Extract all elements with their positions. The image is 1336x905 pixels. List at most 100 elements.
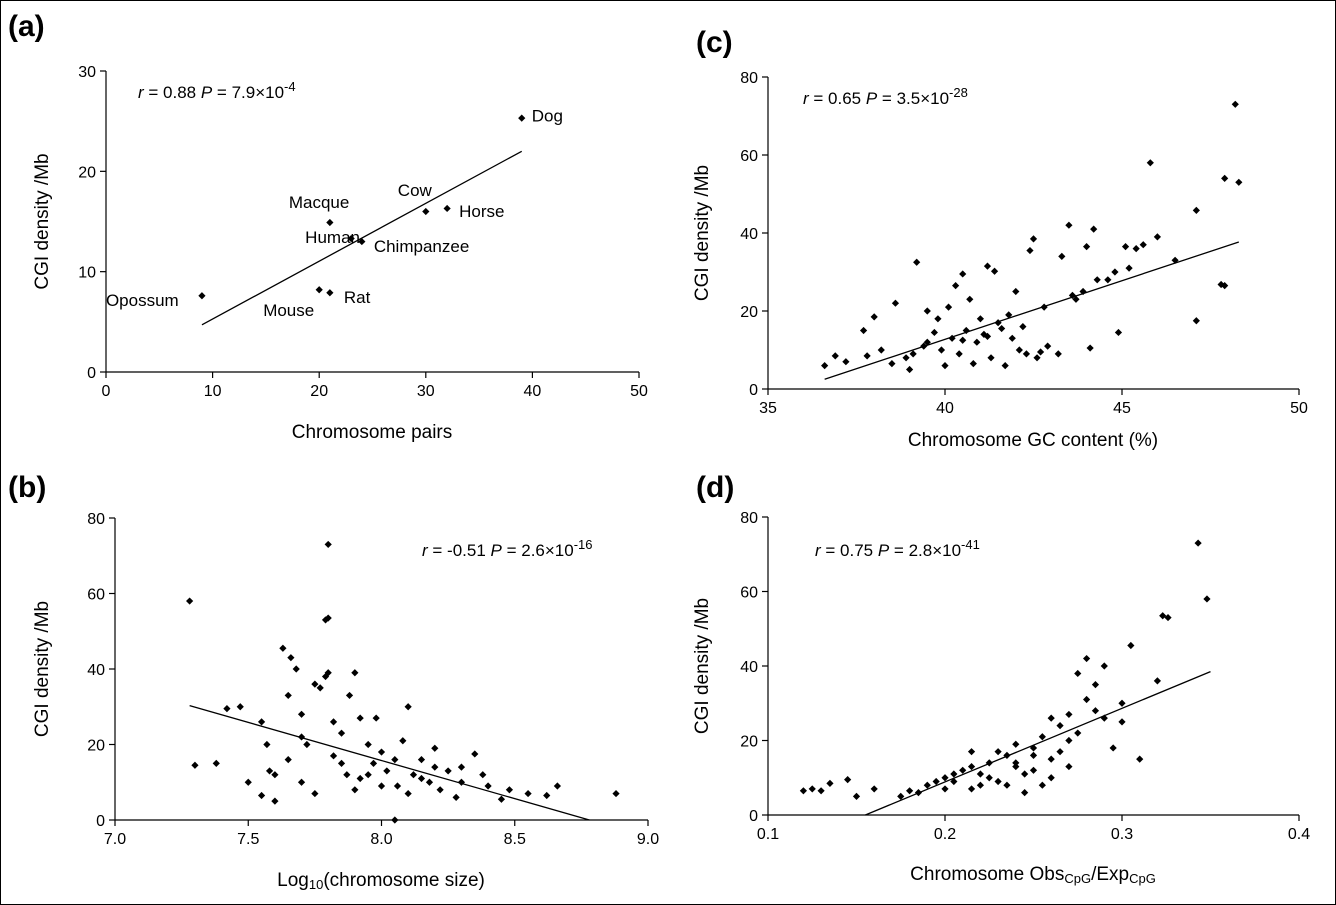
point [284,756,292,764]
annotation-part: r [803,89,810,108]
point-label: Horse [459,202,504,221]
point [902,354,910,362]
point [425,778,434,786]
x-tick-label: 20 [310,383,328,400]
point [973,338,981,346]
point [1029,766,1038,774]
point [941,774,949,782]
point [321,672,330,681]
point [391,816,399,824]
point [980,330,988,338]
point [817,787,825,795]
x-tick-label: 0.1 [757,826,779,843]
point [364,740,372,749]
point [914,789,923,797]
point [983,262,992,270]
y-tick-label: 0 [96,813,105,830]
point [1038,733,1046,741]
annotation-part: r [815,541,822,560]
point [518,114,526,122]
point [337,729,346,737]
point [292,665,300,673]
point [1065,762,1073,771]
point [998,324,1006,333]
point [1111,268,1119,276]
label-part: Chromosome pairs [292,422,453,443]
point [1054,350,1062,358]
point [1012,740,1020,748]
point [347,234,355,243]
point [934,315,942,323]
point [966,295,974,303]
point [287,654,295,662]
annotation: r = 0.65 P = 3.5×10-28 [803,85,968,109]
point [959,270,967,278]
annotation-part: P [201,83,213,102]
annotation-part: P [866,89,878,108]
point [377,782,386,790]
point [329,752,338,760]
point [1065,221,1073,229]
y-tick-label: 20 [78,164,96,181]
point [1231,100,1239,108]
point [1038,781,1046,789]
x-tick-label: 30 [417,383,435,400]
point-label: Human [305,228,360,247]
point [471,750,479,758]
x-tick-label: 8.5 [504,831,526,848]
point [358,237,366,246]
point [888,360,896,368]
point [950,777,958,786]
point [497,795,506,803]
point [831,352,839,360]
x-axis-label: Chromosome pairs [292,422,453,443]
point [1074,669,1082,678]
point [952,282,960,290]
point [987,354,995,362]
point [1033,354,1041,362]
point [1093,276,1101,284]
annotation-part: -4 [284,79,296,94]
x-axis-label: Chromosome GC content (%) [908,430,1158,451]
point [311,789,319,798]
point [524,789,532,798]
annotation: r = 0.75 P = 2.8×10-41 [815,537,980,561]
point [257,791,266,800]
point [422,207,430,216]
y-tick-label: 20 [87,738,105,755]
point [324,669,332,677]
point [906,787,914,795]
x-tick-label: 8.0 [370,831,392,848]
annotation-part: -16 [574,537,593,552]
x-tick-label: 0.3 [1111,826,1133,843]
point [1022,350,1031,358]
y-tick-label: 40 [87,662,105,679]
point [1121,243,1130,251]
point [1100,662,1108,670]
point [913,258,921,266]
y-tick-label: 40 [740,659,758,676]
point [826,779,834,787]
point [1072,295,1080,303]
point [985,759,993,767]
point [1091,707,1100,715]
point [356,714,364,722]
point [994,777,1002,786]
point [1100,714,1108,722]
annotation-part: r [138,83,145,102]
x-tick-label: 7.5 [237,831,259,848]
point [343,771,351,779]
label-part: (chromosome size) [323,870,485,891]
point [1083,695,1091,704]
point [505,786,514,794]
point [1036,348,1045,356]
y-tick-label: 20 [740,734,758,751]
point [1074,729,1082,737]
point [1091,681,1100,689]
point [969,360,977,368]
point [976,781,984,789]
point [457,778,466,786]
trend-line [189,704,590,821]
point [284,691,292,700]
